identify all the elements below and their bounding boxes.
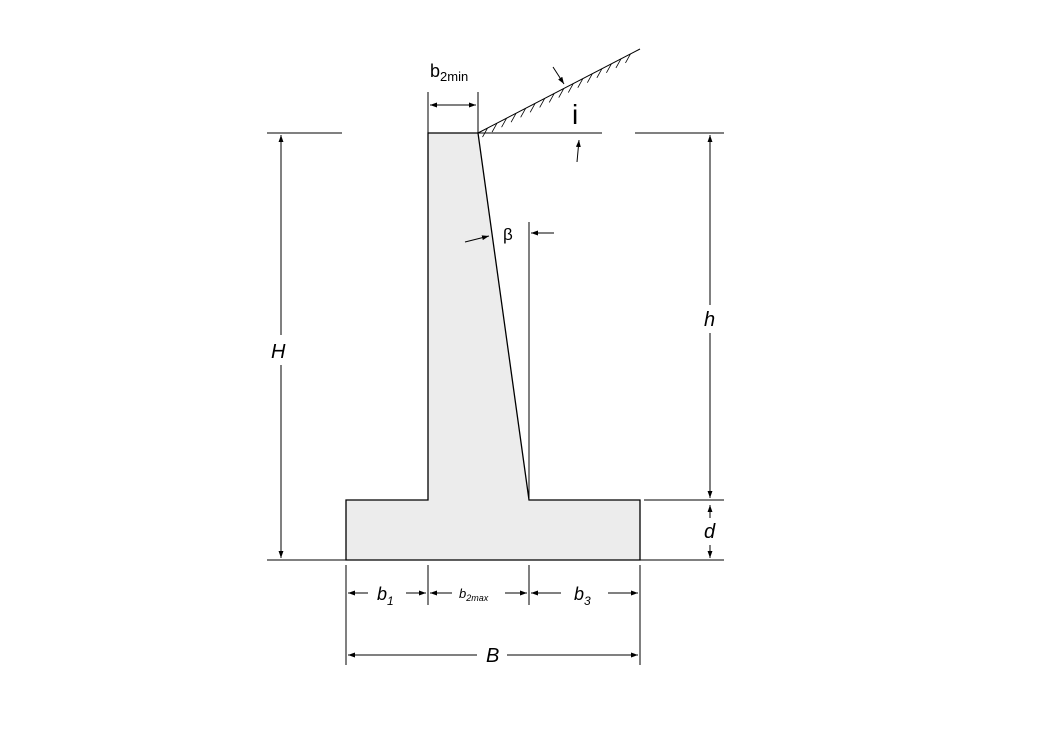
backfill-slope — [477, 48, 641, 138]
stem-height-dimension: h — [704, 135, 715, 498]
slope-hatch-tick — [491, 122, 498, 133]
toe-width-label: b1 — [377, 584, 394, 608]
base-thickness-dimension: d — [644, 499, 724, 558]
heel-width-dimension: b3 — [531, 584, 638, 608]
slope-hatch-tick — [558, 88, 565, 98]
base-width-label: B — [486, 645, 499, 667]
toe-width-dimension: b1 — [348, 584, 426, 608]
total-height-label: H — [271, 341, 286, 363]
slope-hatch-tick — [501, 117, 507, 128]
heel-width-label: b3 — [574, 584, 591, 608]
slope-hatch-tick — [510, 113, 517, 123]
stem-base-width-dimension: b2max — [430, 586, 527, 603]
slope-hatch-tick — [625, 53, 631, 64]
slope-hatch-tick — [529, 103, 536, 113]
slope-hatch-tick — [520, 108, 526, 118]
slope-hatch-tick — [606, 63, 612, 74]
stem-base-width-label: b2max — [459, 586, 489, 603]
slope-hatch-tick — [539, 98, 546, 108]
batter-angle-indicator: β — [464, 222, 554, 500]
top-width-label: b2min — [430, 61, 468, 84]
base-width-dimension: B — [348, 645, 638, 667]
top-width-dimension: b2min — [427, 61, 479, 133]
slope-hatch-tick — [587, 73, 593, 83]
slope-hatch-tick — [577, 78, 584, 88]
total-height-dimension: H — [271, 135, 286, 558]
stem-height-label: h — [704, 309, 715, 331]
slope-hatch-tick — [615, 58, 622, 69]
slope-hatch-tick — [548, 93, 555, 103]
base-thickness-label: d — [704, 521, 716, 543]
base-extension-lines — [345, 565, 641, 665]
slope-angle-indicator: i — [552, 66, 581, 163]
slope-hatch-tick — [567, 83, 574, 93]
batter-angle-label: β — [503, 225, 513, 244]
wall-concrete-section — [345, 132, 641, 561]
slope-angle-label: i — [572, 99, 578, 130]
slope-hatch-tick — [596, 68, 603, 78]
